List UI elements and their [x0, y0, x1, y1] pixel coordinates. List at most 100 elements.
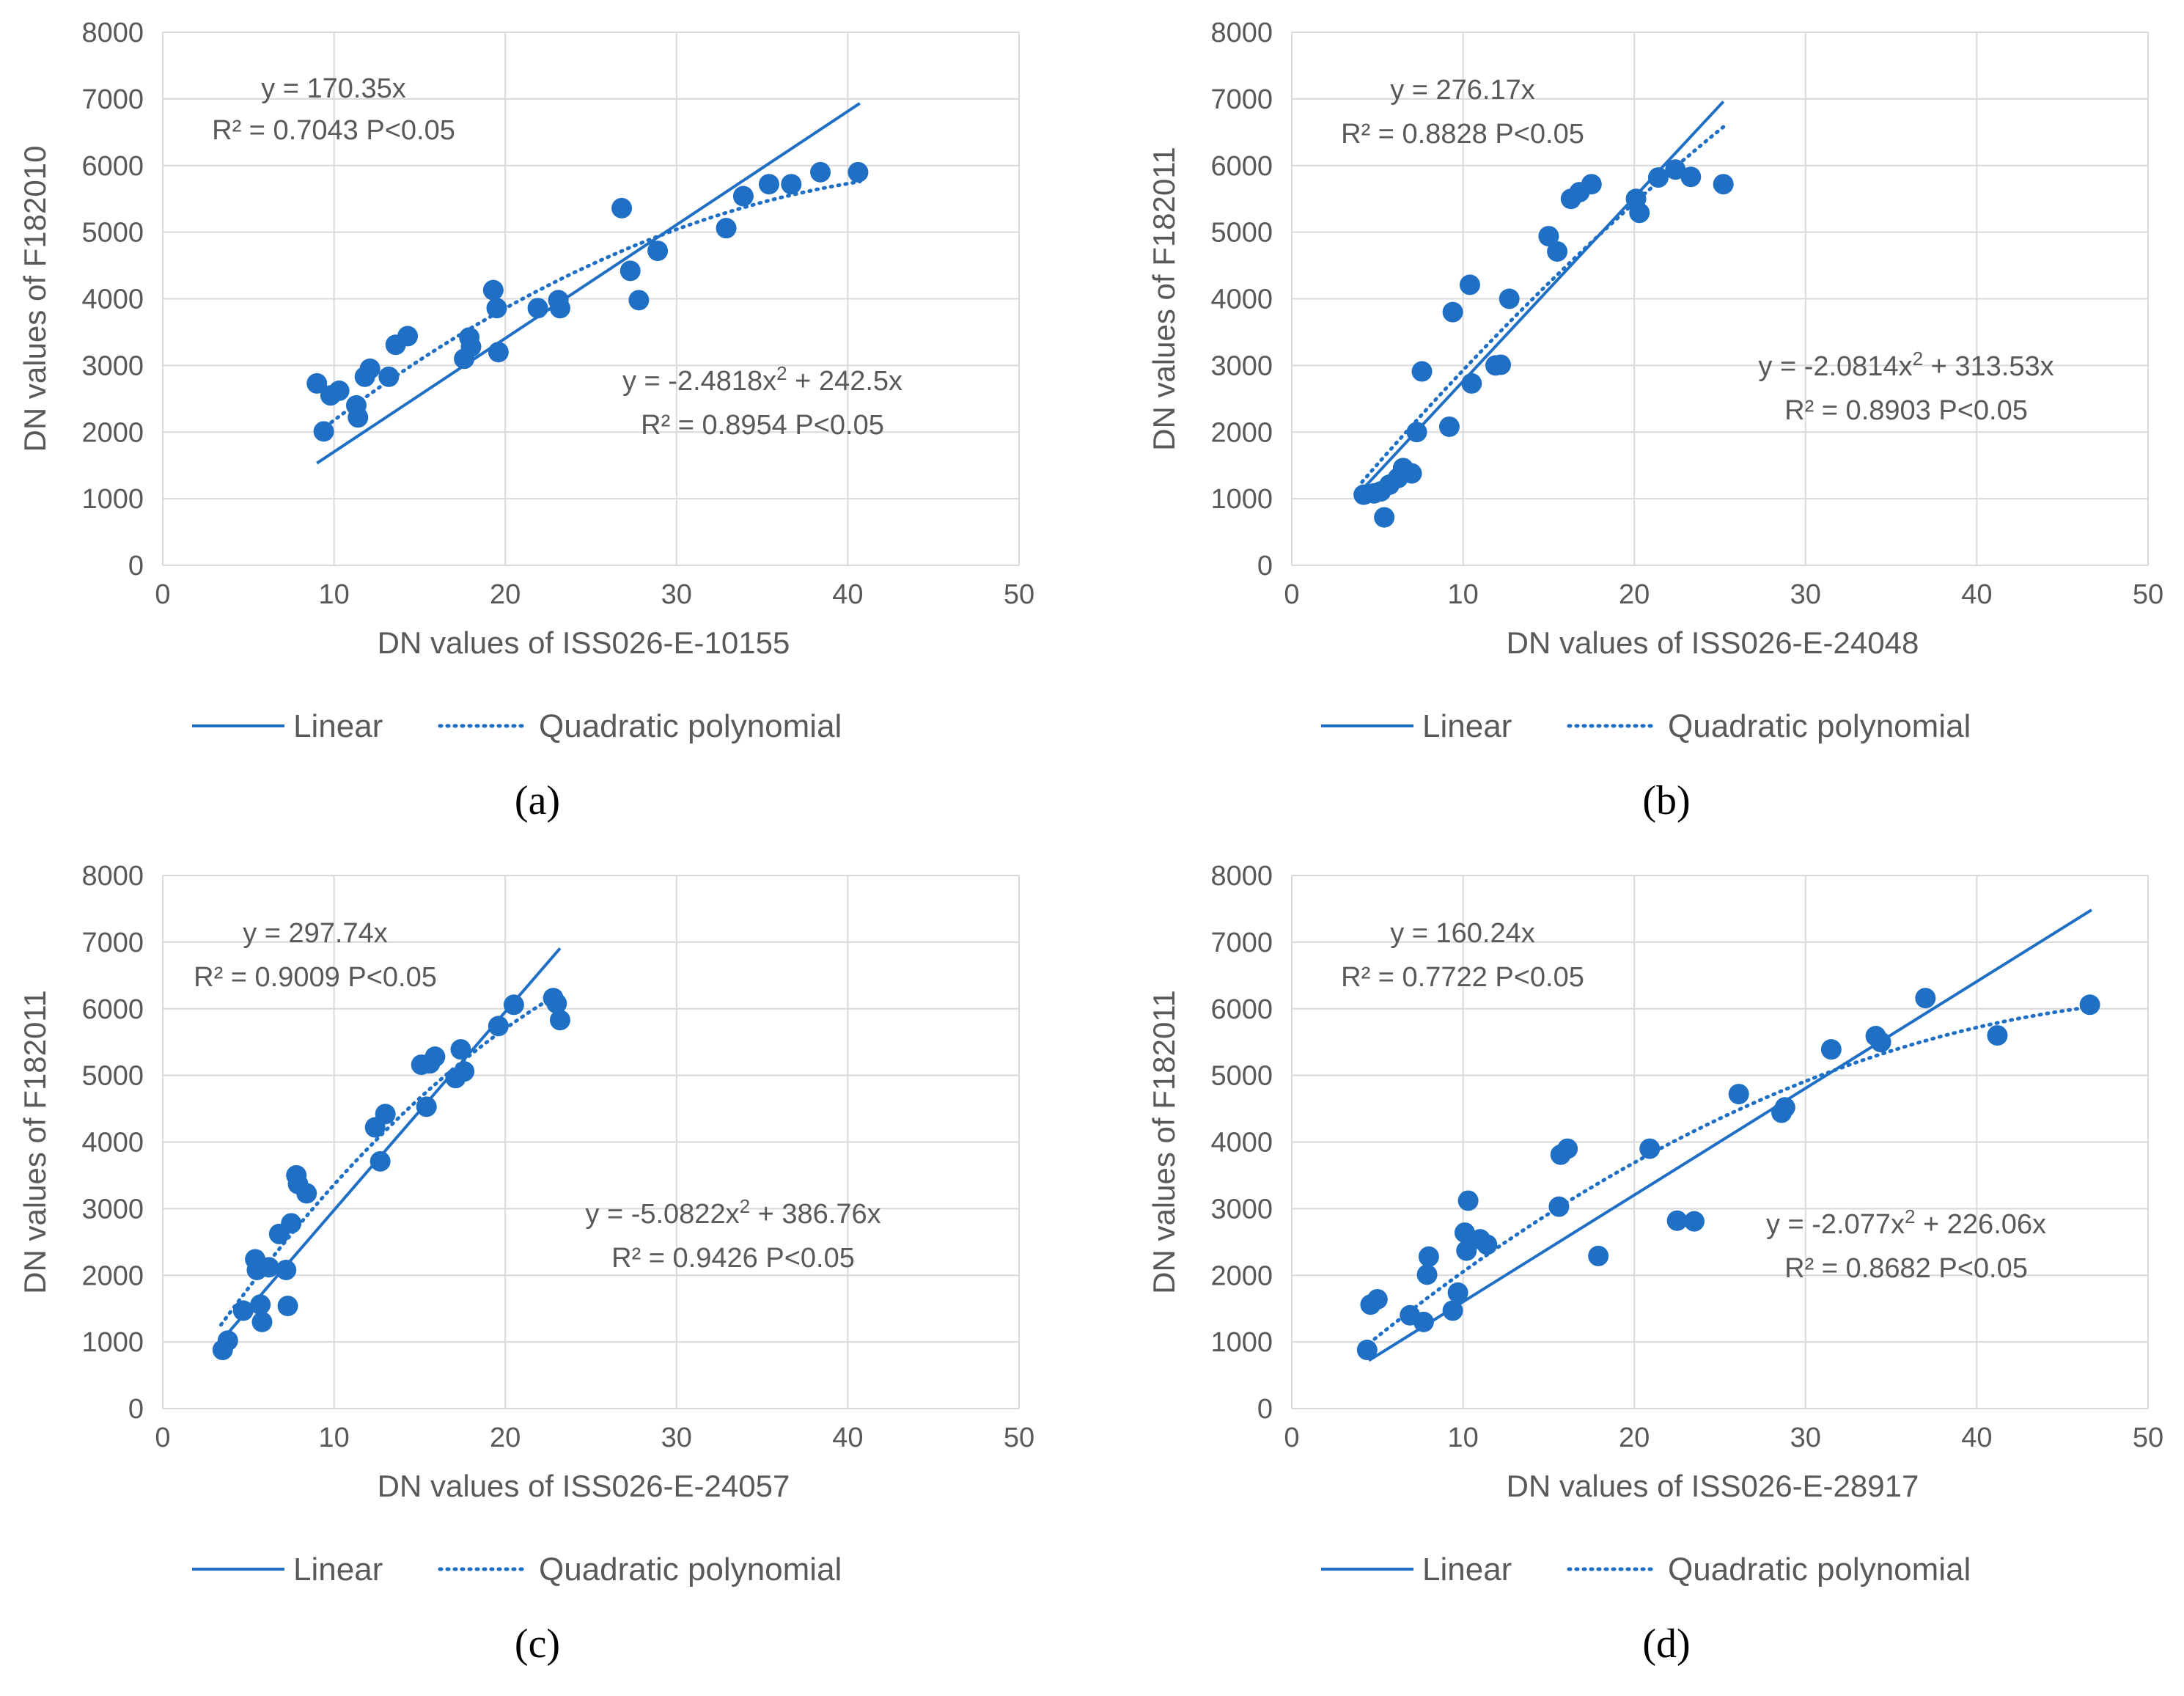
data-point: [313, 421, 334, 442]
linear-r2: R² = 0.8828 P<0.05: [1341, 119, 1584, 150]
x-axis-title: DN values of ISS026-E-10155: [378, 625, 790, 660]
chart-panel-b: 0 1000 2000 3000 4000 5000 6000 7000 8000 0 10 20 30…: [1129, 0, 2184, 843]
data-point: [217, 1330, 238, 1351]
y-tick-label: 1000: [81, 1327, 144, 1358]
quadratic-r2: R² = 0.8682 P<0.05: [1784, 1253, 2028, 1284]
quadratic-r2: R² = 0.8903 P<0.05: [1784, 395, 2028, 426]
x-axis-title: DN values of ISS026-E-28917: [1507, 1469, 1919, 1503]
data-point: [482, 279, 504, 301]
y-axis-title: DN values of F182010: [18, 146, 52, 452]
y-tick-label: 2000: [1210, 417, 1273, 448]
data-point: [250, 1294, 271, 1315]
data-point: [251, 1311, 273, 1332]
y-tick-label: 5000: [1210, 1061, 1273, 1092]
y-tick-label: 2000: [81, 417, 144, 448]
y-tick-label: 4000: [81, 284, 144, 315]
data-point: [1774, 1097, 1795, 1118]
data-point: [1639, 1138, 1661, 1159]
linear-r2: R² = 0.7043 P<0.05: [212, 115, 455, 146]
data-point: [781, 174, 802, 195]
data-point: [2079, 994, 2100, 1016]
x-tick-label: 0: [155, 579, 170, 610]
data-point: [1820, 1039, 1842, 1060]
data-point: [276, 1259, 297, 1280]
y-tick-label: 5000: [1210, 218, 1273, 249]
chart-panel-c: 0 1000 2000 3000 4000 5000 6000 7000 8000 0 10 20 30…: [0, 843, 1129, 1686]
quadratic-equation-main: y = -2.0814x: [1758, 351, 1912, 382]
x-tick-label: 10: [318, 579, 349, 610]
x-tick-label: 30: [1790, 1422, 1821, 1453]
data-point: [416, 1096, 437, 1117]
data-point: [1442, 301, 1463, 323]
data-point: [1454, 1222, 1475, 1244]
x-tick-label: 0: [155, 1422, 170, 1453]
quadratic-r2: R² = 0.8954 P<0.05: [641, 410, 884, 441]
data-point: [450, 1039, 471, 1060]
y-tick-label: 3000: [81, 1194, 144, 1225]
data-point: [1406, 422, 1427, 443]
legend-linear-label: Linear: [293, 1552, 383, 1587]
y-tick-label: 8000: [81, 861, 144, 892]
quadratic-equation-exponent: 2: [1905, 1205, 1915, 1227]
linear-r2: R² = 0.9009 P<0.05: [194, 962, 437, 993]
y-tick-label: 4000: [1210, 1128, 1273, 1159]
data-point: [1457, 1190, 1479, 1211]
linear-equation: y = 160.24x: [1390, 918, 1535, 949]
x-tick-label: 30: [661, 579, 692, 610]
y-tick-label: 7000: [81, 928, 144, 958]
legend-linear-label: Linear: [293, 708, 383, 744]
y-tick-label: 3000: [1210, 350, 1273, 381]
data-point: [1442, 1300, 1463, 1321]
x-tick-label: 40: [832, 1422, 863, 1453]
quadratic-fit-curve: [323, 180, 862, 429]
chart-panel-d: 0 1000 2000 3000 4000 5000 6000 7000 8000 0 10 20 30…: [1129, 843, 2184, 1686]
data-point: [732, 186, 754, 207]
data-point: [1629, 202, 1650, 224]
data-point: [1683, 1211, 1705, 1232]
y-axis-title: DN values of F182011: [18, 990, 52, 1294]
quadratic-fit-curve: [1360, 125, 1726, 484]
y-tick-label: 4000: [81, 1128, 144, 1159]
quadratic-equation-tail: + 242.5x: [787, 366, 902, 397]
x-tick-label: 50: [1004, 579, 1034, 610]
data-point: [619, 260, 641, 282]
y-tick-label: 1000: [81, 484, 144, 515]
data-point: [1459, 274, 1480, 295]
quadratic-equation: y = -5.0822x2 + 386.76x: [585, 1195, 880, 1230]
legend-quadratic-label: Quadratic polynomial: [539, 708, 842, 744]
x-tick-label: 20: [490, 1422, 521, 1453]
x-tick-label: 40: [832, 579, 863, 610]
y-tick-label: 6000: [1210, 151, 1273, 182]
data-point: [549, 1010, 570, 1031]
data-point: [1490, 354, 1511, 375]
data-point: [296, 1183, 317, 1204]
panel-label: (b): [1642, 778, 1690, 823]
legend-quadratic-label: Quadratic polynomial: [1668, 1552, 1971, 1587]
quadratic-equation-tail: + 226.06x: [1915, 1209, 2046, 1240]
data-point: [424, 1046, 446, 1068]
quadratic-equation-main: y = -2.077x: [1766, 1209, 1905, 1240]
data-point: [546, 993, 567, 1014]
y-tick-label: 0: [1257, 1394, 1273, 1425]
data-point: [348, 407, 369, 428]
data-point: [1915, 988, 1936, 1009]
data-point: [1456, 1240, 1477, 1261]
data-point: [810, 161, 831, 183]
data-point: [1713, 174, 1734, 195]
data-point: [1665, 159, 1686, 180]
data-point: [1438, 416, 1460, 437]
x-tick-label: 50: [2133, 579, 2163, 610]
data-point: [1499, 288, 1520, 309]
quadratic-equation-tail: + 386.76x: [750, 1199, 881, 1230]
data-point: [1356, 1340, 1378, 1361]
y-tick-label: 8000: [1210, 861, 1273, 892]
x-tick-label: 0: [1284, 579, 1299, 610]
data-point: [1418, 1246, 1439, 1267]
chart-svg: 0 1000 2000 3000 4000 5000 6000 7000 8000 0 10 20 30…: [1147, 861, 2163, 1667]
legend-linear-label: Linear: [1422, 1552, 1512, 1587]
quadratic-equation: y = -2.4818x2 + 242.5x: [622, 362, 902, 397]
y-tick-label: 6000: [81, 151, 144, 182]
linear-fit-line: [1368, 908, 2092, 1362]
data-point: [527, 298, 548, 319]
data-point: [454, 1061, 475, 1082]
